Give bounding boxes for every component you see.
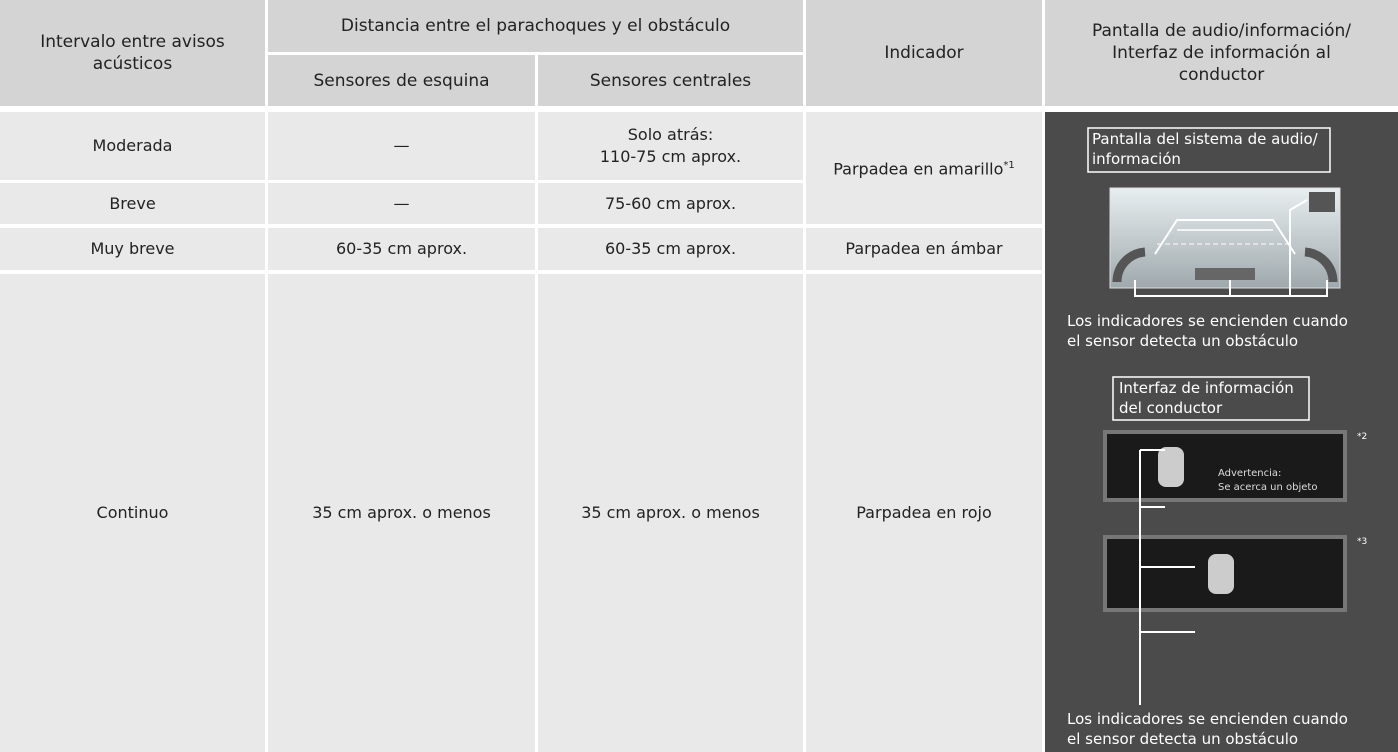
cell: 35 cm aprox. o menos	[538, 274, 803, 752]
cell: Parpadea en rojo	[806, 274, 1042, 752]
cell-text: Parpadea en amarillo*1	[833, 155, 1015, 180]
cell: —	[268, 112, 535, 180]
header-text: Sensores de esquina	[313, 70, 490, 91]
cell-text: Parpadea en amarillo	[833, 159, 1004, 179]
caption: Los indicadores se encienden cuando	[1067, 710, 1348, 728]
header-cell: Distancia entre el parachoques y el obst…	[268, 0, 803, 52]
cell-text: Parpadea en ámbar	[845, 239, 1003, 258]
header-cell: Pantalla de audio/información/ Interfaz …	[1045, 0, 1398, 106]
cell-text: 35 cm aprox. o menos	[581, 503, 760, 522]
header-text: Sensores centrales	[589, 70, 752, 91]
cell-text: Moderada	[92, 136, 173, 155]
warning-text: Se acerca un objeto	[1218, 482, 1317, 493]
sensor	[1304, 247, 1338, 283]
warning-text: Advertencia:	[1218, 468, 1281, 479]
cell-text: 60-35 cm aprox.	[604, 239, 737, 258]
caption: el sensor detecta un obstáculo	[1067, 730, 1298, 748]
illustration-panel: Pantalla del sistema de audio/ informaci…	[1045, 112, 1398, 752]
header-cell: Intervalo entre avisos acústicos	[0, 0, 265, 106]
cell-text: Breve	[109, 193, 156, 213]
header-cell: Sensores de esquina	[268, 55, 535, 106]
header-cell: Indicador	[806, 0, 1042, 106]
screen	[1103, 430, 1347, 502]
footnote-ref: *3	[1357, 537, 1367, 547]
car-icon	[1158, 447, 1184, 487]
cell-text: —	[393, 193, 410, 213]
header-text: conductor	[1178, 65, 1265, 85]
cell-text: Continuo	[96, 503, 169, 522]
cell: Parpadea en ámbar	[806, 228, 1042, 270]
leader	[1139, 449, 1195, 705]
header-text: Intervalo entre avisos acústicos	[40, 32, 225, 74]
car-icon	[1208, 554, 1234, 594]
header-text: Indicador	[884, 43, 964, 63]
label-box	[1112, 376, 1310, 421]
cell: Continuo	[0, 274, 265, 752]
cell-text: 60-35 cm aprox.	[335, 239, 468, 258]
cell-text: Parpadea en rojo	[856, 503, 992, 522]
cell: 60-35 cm aprox.	[268, 228, 535, 270]
icon	[1309, 192, 1335, 212]
cell: 75-60 cm aprox.	[538, 183, 803, 224]
label-box	[1087, 127, 1331, 173]
caption: el sensor detecta un obstáculo	[1067, 332, 1298, 350]
header-text: Distancia entre el parachoques y el obst…	[340, 16, 731, 36]
cell-text: Solo atrás:	[627, 125, 714, 144]
sensor	[1112, 247, 1146, 283]
sensor	[1195, 268, 1255, 280]
lane	[1154, 219, 1296, 255]
footnote-ref: *2	[1357, 432, 1367, 442]
cell: 35 cm aprox. o menos	[268, 274, 535, 752]
label: Pantalla del sistema de audio/	[1092, 130, 1319, 148]
cell: Parpadea en amarillo*1	[806, 112, 1042, 224]
cell: 60-35 cm aprox.	[538, 228, 803, 270]
cell: —	[268, 183, 535, 224]
label: información	[1092, 150, 1181, 168]
caption: Los indicadores se encienden cuando	[1067, 312, 1348, 330]
label: del conductor	[1119, 399, 1223, 417]
cell-text: Muy breve	[90, 239, 175, 258]
header-text: Pantalla de audio/información/	[1091, 21, 1352, 41]
footnote-ref: *1	[1003, 160, 1015, 172]
cell-text: 110-75 cm aprox.	[599, 147, 742, 166]
label: Interfaz de información	[1119, 379, 1294, 397]
header-cell: Sensores centrales	[538, 55, 803, 106]
cell-text: 35 cm aprox. o menos	[312, 503, 491, 522]
cell: Breve	[0, 183, 265, 224]
leader	[1134, 199, 1328, 297]
cell: Muy breve	[0, 228, 265, 270]
cell: Moderada	[0, 112, 265, 180]
cell-text: 75-60 cm aprox.	[604, 193, 737, 213]
cell-text: —	[393, 136, 410, 155]
cell: Solo atrás: 110-75 cm aprox.	[538, 112, 803, 180]
header-text: Interfaz de información al	[1112, 43, 1331, 63]
